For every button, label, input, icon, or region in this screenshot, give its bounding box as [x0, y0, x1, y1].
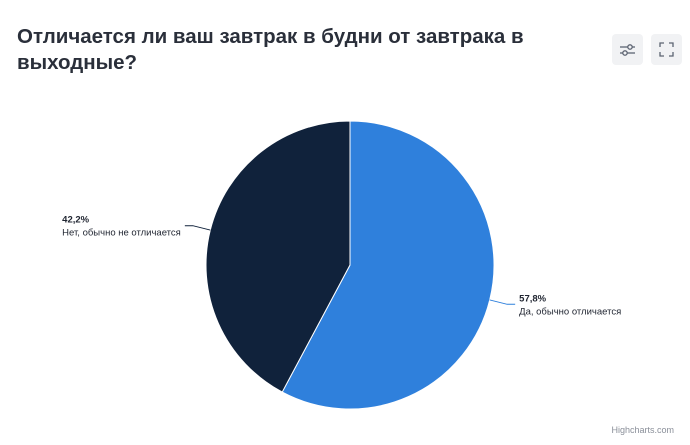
label-connector [489, 299, 516, 305]
fullscreen-icon [659, 42, 674, 57]
slice-name-label: Нет, обычно не отличается [62, 228, 181, 239]
slice-percent-label: 57,8% [519, 293, 546, 304]
fullscreen-button[interactable] [651, 34, 682, 65]
chart-title: Отличается ли ваш завтрак в будни от зав… [17, 25, 524, 74]
credits-link[interactable]: Highcharts.com [611, 425, 674, 435]
slice-name-label: Да, обычно отличается [519, 306, 621, 317]
label-connector [184, 225, 211, 231]
sliders-icon [620, 43, 635, 56]
slice-percent-label: 42,2% [62, 215, 89, 226]
pie-slice[interactable] [281, 120, 495, 410]
pie-slice[interactable] [205, 120, 351, 393]
sliders-icon-button[interactable] [612, 34, 643, 65]
